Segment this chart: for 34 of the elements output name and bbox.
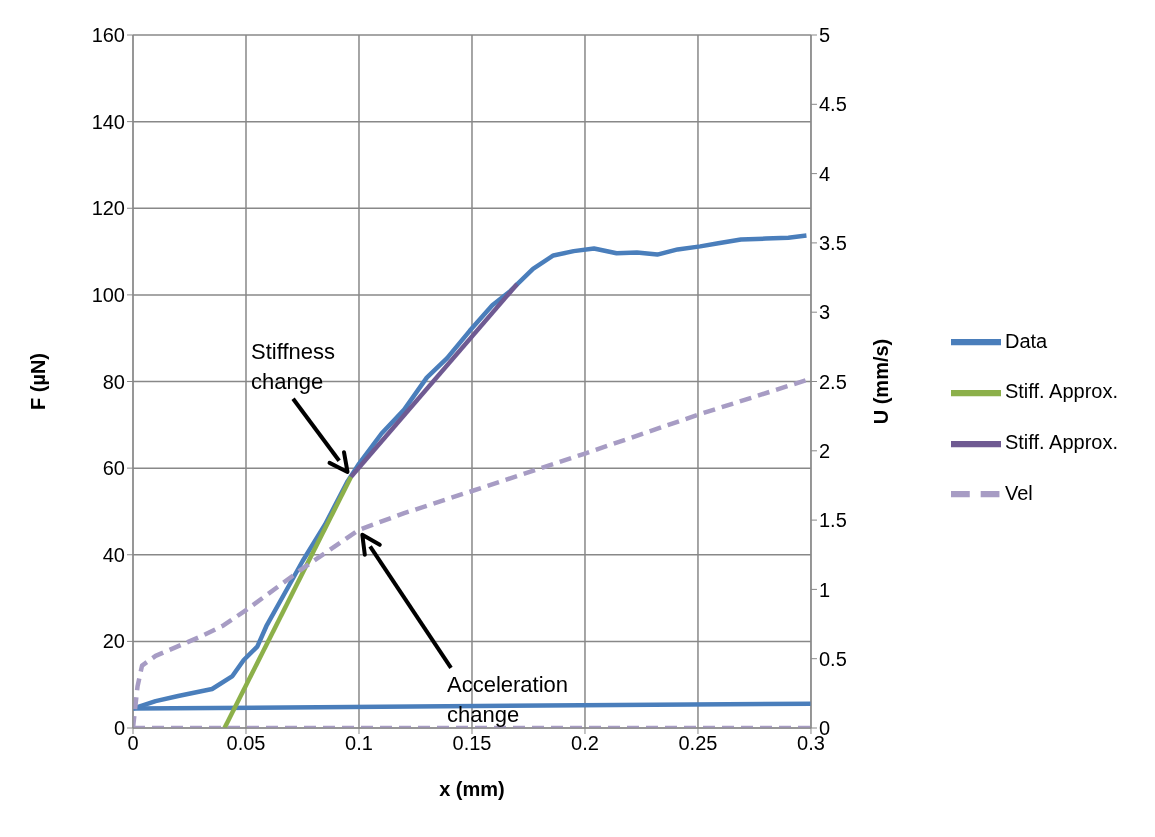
x-tick-label: 0.25	[678, 732, 718, 755]
x-tick-label: 0.15	[452, 732, 492, 755]
y-tick-label: 120	[91, 197, 125, 220]
x-tick-label: 0.2	[571, 732, 599, 755]
y2-axis-title: U (mm/s)	[870, 338, 893, 425]
y2-tick-label: 2	[818, 439, 831, 462]
y-tick-label: 140	[91, 110, 125, 133]
x-tick-label: 0.1	[345, 732, 373, 755]
legend-label: Data	[1004, 329, 1048, 352]
legend-label: Stiff. Approx.	[1004, 431, 1118, 453]
y2-tick-label: 4.5	[818, 93, 847, 116]
annotation: Stiffness change	[251, 338, 336, 394]
x-tick-label: 0	[127, 732, 139, 755]
x-axis-title: x (mm)	[439, 778, 505, 800]
y2-tick-label: 3.5	[818, 232, 847, 254]
annotation: Acceleration change	[446, 671, 569, 727]
legend-label: Stiff. Approx.	[1004, 380, 1118, 403]
y-tick-label: 100	[91, 283, 125, 306]
y2-tick-label: 1.5	[818, 509, 847, 532]
y-axis-title: F (µN)	[27, 352, 50, 411]
y-tick-label: 40	[102, 543, 125, 566]
legend-label: Vel	[1004, 481, 1033, 504]
y2-tick-label: 1	[818, 578, 831, 601]
y-tick-label: 160	[91, 24, 125, 47]
y-tick-label: 60	[102, 457, 125, 480]
y2-tick-label: 4	[818, 162, 831, 185]
x-tick-label: 0.05	[226, 732, 266, 755]
y2-tick-label: 5	[818, 24, 831, 47]
y2-tick-label: 0.5	[818, 647, 847, 670]
y-tick-label: 0	[113, 717, 125, 740]
y2-tick-label: 2.5	[818, 370, 847, 393]
y-tick-label: 80	[102, 370, 125, 393]
y2-tick-label: 3	[818, 301, 831, 324]
y-tick-label: 20	[102, 630, 125, 653]
